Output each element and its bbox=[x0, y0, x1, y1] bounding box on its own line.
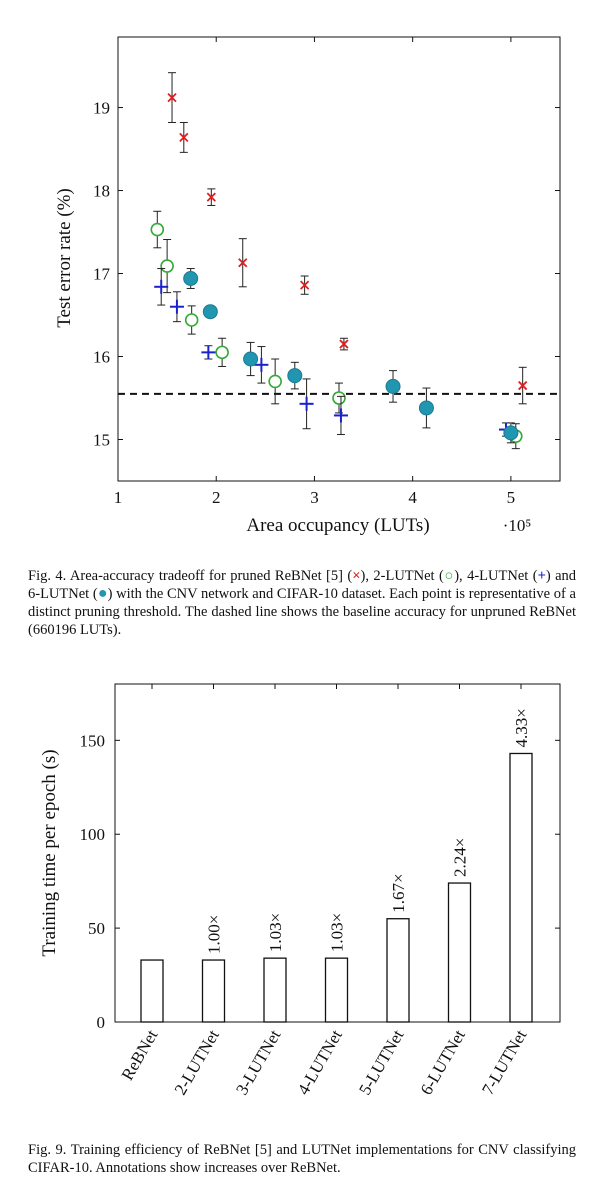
category-label-rebnet: ReBNet bbox=[118, 1026, 162, 1083]
6-lutnet-point bbox=[503, 425, 519, 441]
category-label-5-lutnet: 5-LUTNet bbox=[355, 1026, 407, 1098]
4-lutnet-point bbox=[333, 408, 348, 423]
chart1-marks bbox=[150, 72, 528, 450]
speedup-annotation-2-lutnet: 1.00× bbox=[205, 915, 224, 954]
chart1-ylabel: Test error rate (%) bbox=[54, 188, 75, 328]
caption1-text-4: ) and 6-LUTNet ( bbox=[28, 568, 577, 602]
rebnet-point bbox=[238, 258, 248, 268]
chart1-ytick-label: 16 bbox=[93, 348, 110, 367]
4-lutnet-point bbox=[299, 396, 314, 411]
bar-3-lutnet bbox=[263, 957, 287, 1023]
2-lutnet-point bbox=[184, 313, 199, 327]
chart1-x-multiplier: ·10⁵ bbox=[503, 516, 532, 535]
figure-4-caption: Fig. 4. Area-accuracy tradeoff for prune… bbox=[28, 567, 576, 639]
area-accuracy-scatter-chart: 1 2 3 4 5 15 16 17 18 19 Area occupancy (LUTs) Te… bbox=[54, 36, 561, 536]
rebnet-point bbox=[167, 92, 177, 103]
chart1-axes: 1 2 3 4 5 15 16 17 18 19 bbox=[93, 36, 561, 507]
bar-6-lutnet bbox=[447, 882, 472, 1023]
2-lutnet-point bbox=[268, 374, 282, 389]
caption1-6lutnet-symbol: ● bbox=[97, 585, 108, 602]
rebnet-point-stroke-b bbox=[238, 258, 248, 268]
6-lutnet-point bbox=[287, 368, 303, 384]
bar-5-lutnet bbox=[386, 918, 410, 1023]
chart1-xtick-label: 1 bbox=[114, 488, 123, 507]
chart1-ytick-label: 15 bbox=[93, 431, 110, 450]
caption2-text: Fig. 9. Training efficiency of ReBNet [5… bbox=[28, 1142, 576, 1176]
speedup-annotation-5-lutnet: 1.67× bbox=[389, 873, 408, 912]
chart2-marks: ReBNet 2-LUTNet 1.00× 3-LUTNet 1.03× 4-LUTNet… bbox=[118, 708, 533, 1098]
rebnet-point-stroke-b bbox=[179, 132, 189, 143]
4-lutnet-point bbox=[254, 357, 269, 372]
chart2-ytick-label: 50 bbox=[88, 919, 105, 938]
chart2-ytick-label: 150 bbox=[80, 731, 106, 750]
bar-2-lutnet bbox=[201, 959, 226, 1023]
chart1-xtick-label: 2 bbox=[212, 488, 221, 507]
category-label-2-lutnet: 2-LUTNet bbox=[171, 1026, 223, 1098]
rebnet-point bbox=[518, 380, 528, 391]
chart1-ytick-label: 19 bbox=[93, 99, 110, 118]
category-label-7-lutnet: 7-LUTNet bbox=[478, 1026, 530, 1098]
bar-4-lutnet bbox=[324, 957, 349, 1023]
4-lutnet-point bbox=[169, 299, 184, 314]
rebnet-point bbox=[179, 132, 189, 143]
speedup-annotation-4-lutnet: 1.03× bbox=[328, 913, 347, 952]
chart2-ytick-label: 0 bbox=[97, 1013, 106, 1032]
rebnet-point-stroke-b bbox=[299, 280, 310, 290]
2-lutnet-point bbox=[332, 391, 346, 405]
2-lutnet-point bbox=[150, 222, 165, 237]
6-lutnet-point bbox=[202, 304, 218, 320]
chart2-ylabel: Training time per epoch (s) bbox=[39, 749, 60, 956]
chart2-ytick-label: 100 bbox=[80, 825, 106, 844]
6-lutnet-point bbox=[183, 271, 199, 287]
rebnet-point-stroke-b bbox=[339, 339, 349, 349]
chart1-ytick-label: 17 bbox=[93, 265, 111, 284]
caption1-4lutnet-symbol: + bbox=[537, 568, 546, 584]
speedup-annotation-7-lutnet: 4.33× bbox=[512, 708, 531, 747]
6-lutnet-point bbox=[385, 378, 401, 394]
chart1-xlabel: Area occupancy (LUTs) bbox=[246, 515, 429, 536]
6-lutnet-point bbox=[418, 400, 434, 416]
2-lutnet-point bbox=[215, 345, 229, 360]
4-lutnet-point bbox=[201, 345, 216, 360]
rebnet-point bbox=[206, 192, 216, 202]
category-label-4-lutnet: 4-LUTNet bbox=[294, 1026, 346, 1098]
speedup-annotation-3-lutnet: 1.03× bbox=[266, 913, 285, 952]
2-lutnet-point bbox=[160, 259, 174, 273]
6-lutnet-point bbox=[243, 351, 259, 367]
caption1-text-1: Fig. 4. Area-accuracy tradeoff for prune… bbox=[28, 568, 353, 584]
caption1-text-2: ), 2-LUTNet ( bbox=[360, 568, 444, 584]
bar-7-lutnet bbox=[509, 752, 533, 1023]
rebnet-point-stroke-b bbox=[206, 192, 216, 202]
figure-9-caption: Fig. 9. Training efficiency of ReBNet [5… bbox=[28, 1141, 576, 1177]
category-label-6-lutnet: 6-LUTNet bbox=[417, 1026, 469, 1098]
category-label-3-lutnet: 3-LUTNet bbox=[232, 1026, 284, 1098]
speedup-annotation-6-lutnet: 2.24× bbox=[451, 838, 470, 877]
caption1-text-5: ) with the CNV network and CIFAR-10 data… bbox=[28, 586, 576, 638]
rebnet-point bbox=[339, 339, 349, 349]
4-lutnet-point bbox=[154, 279, 169, 294]
rebnet-point bbox=[299, 280, 310, 290]
caption1-rebnet-symbol: × bbox=[352, 568, 361, 584]
training-time-bar-chart: 0 50 100 150 ReBNet 2-LUTNet 1.00× 3-LUTNet 1.0… bbox=[39, 683, 561, 1098]
chart1-xtick-label: 4 bbox=[408, 488, 417, 507]
rebnet-point-stroke-b bbox=[167, 92, 177, 103]
bar-rebnet bbox=[140, 959, 164, 1023]
chart1-xtick-label: 5 bbox=[507, 488, 516, 507]
chart1-frame bbox=[117, 36, 561, 482]
caption1-text-3: ), 4-LUTNet ( bbox=[454, 568, 538, 584]
chart1-ytick-label: 18 bbox=[93, 182, 110, 201]
caption1-2lutnet-symbol: ○ bbox=[443, 568, 455, 584]
chart1-xtick-label: 3 bbox=[310, 488, 319, 507]
rebnet-point-stroke-b bbox=[518, 380, 528, 391]
